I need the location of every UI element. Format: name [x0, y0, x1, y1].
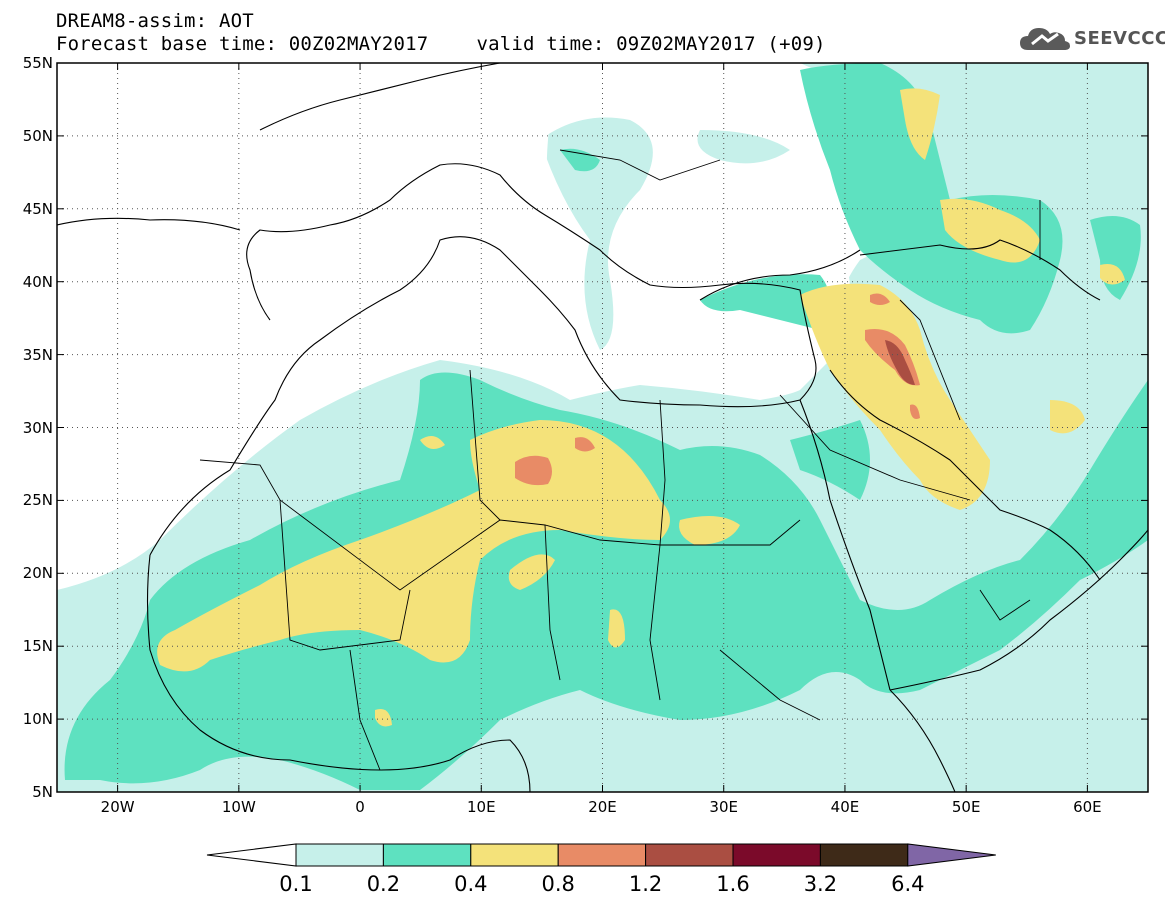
x-tick-label: 20W: [100, 798, 135, 816]
coastlines: [57, 63, 1148, 792]
x-tick-label: 40E: [830, 798, 860, 816]
colorbar-over-arrow: [907, 843, 996, 867]
colorbar-label: 0.2: [366, 872, 401, 896]
time-info: Forecast base time: 00Z02MAY2017 valid ti…: [56, 34, 826, 54]
valid-time: valid time: 09Z02MAY2017 (+09): [476, 33, 826, 55]
y-tick-label: 5N: [32, 783, 53, 801]
x-tick-label: 0: [355, 798, 365, 816]
x-tick-label: 60E: [1073, 798, 1102, 816]
seevccc-logo: SEEVCCC: [1018, 22, 1165, 56]
y-tick-label: 10N: [22, 710, 53, 729]
colorbar-label: 0.8: [541, 872, 575, 896]
colorbar-label: 3.2: [803, 872, 838, 896]
y-tick-label: 50N: [22, 126, 53, 145]
y-tick-label: 25N: [22, 491, 53, 510]
colorbar-segment: [819, 843, 909, 867]
colorbar-segment: [557, 843, 647, 867]
axis-ticks: [57, 62, 1148, 793]
colorbar-label: 1.6: [716, 872, 750, 896]
x-tick-label: 10W: [221, 798, 256, 816]
colorbar-label: 0.4: [454, 872, 488, 896]
logo-text: SEEVCCC: [1074, 28, 1165, 49]
lat-lon-grid: [57, 63, 1148, 792]
y-tick-label: 35N: [22, 345, 53, 364]
colorbar-segment: [382, 843, 472, 867]
colorbar-label: 0.1: [279, 872, 313, 896]
colorbar-under-arrow: [206, 843, 297, 867]
colorbar-label: 1.2: [628, 872, 663, 896]
aot-field: [57, 63, 1148, 792]
colorbar-label: 6.4: [891, 872, 925, 896]
y-tick-label: 55N: [22, 54, 53, 72]
y-tick-label: 40N: [22, 272, 53, 291]
base-time: Forecast base time: 00Z02MAY2017: [56, 33, 429, 55]
y-tick-label: 30N: [22, 418, 53, 437]
country-borders: [199, 149, 1041, 771]
y-tick-label: 20N: [22, 564, 53, 583]
x-tick-label: 10E: [466, 798, 496, 816]
map-title: DREAM8-assim: AOT: [56, 10, 254, 32]
x-tick-label: 50E: [951, 798, 981, 816]
colorbar-segment: [470, 843, 559, 867]
colorbar-segment: [645, 843, 734, 867]
colorbar-segment: [732, 843, 821, 867]
colorbar: [206, 843, 996, 867]
colorbar-segment: [295, 843, 384, 867]
aot-level-1.2: [885, 340, 915, 385]
aot-level-0.2: [64, 63, 1148, 790]
cloud-icon: [1020, 28, 1070, 50]
y-tick-label: 15N: [22, 637, 53, 656]
y-tick-label: 45N: [22, 199, 53, 218]
x-tick-label: 30E: [709, 798, 739, 816]
x-tick-label: 20E: [588, 798, 617, 816]
